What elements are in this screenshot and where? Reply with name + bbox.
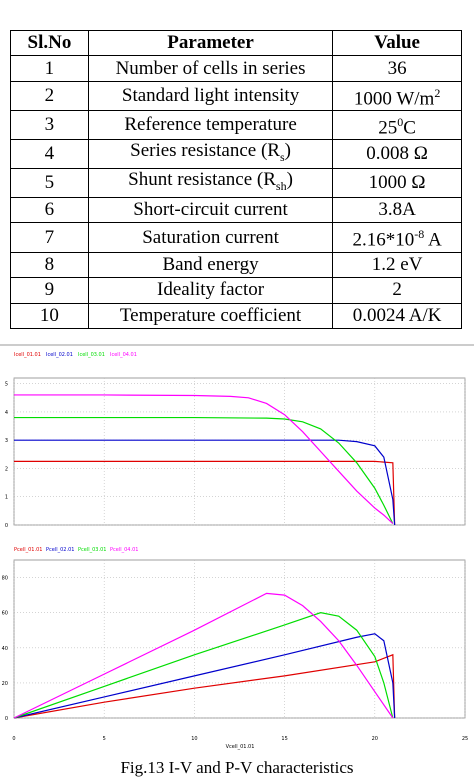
table-cell: Standard light intensity: [87, 80, 334, 112]
table-cell: 2: [10, 80, 89, 112]
x-tick-label: 10: [191, 736, 197, 742]
table-cell: 10: [10, 302, 89, 329]
text-part: -8: [414, 227, 425, 242]
legend-entry: Pcell_03.01: [78, 547, 106, 553]
table-cell: 2: [332, 277, 462, 304]
series-line: [14, 460, 396, 526]
text-part: 2.16*10: [352, 229, 415, 251]
y-tick-label: 5: [5, 382, 8, 388]
header-cell: Sl.No: [10, 29, 89, 57]
table-cell: 36: [332, 55, 462, 82]
table-row: 5 Shunt resistance (Rsh) 1000 Ω: [10, 168, 462, 199]
text-part: Shunt resistance (R: [128, 169, 276, 191]
table-row: 4 Series resistance (Rs) 0.008 Ω: [10, 139, 462, 170]
table-cell: 5: [10, 168, 89, 199]
y-tick-label: 1: [5, 495, 8, 501]
text-part: A: [424, 229, 442, 251]
table-cell: 4: [10, 139, 89, 170]
y-tick-label: 0: [5, 523, 8, 529]
table-cell: Saturation current: [87, 222, 334, 253]
table-cell: 0.008 Ω: [332, 139, 462, 170]
table-row: 6 Short-circuit current 3.8A: [10, 197, 462, 224]
series-line: [13, 612, 394, 719]
table-cell: Short-circuit current: [87, 197, 334, 224]
text-part: ): [284, 140, 291, 162]
series-line: [13, 653, 396, 719]
table-cell: 1: [10, 55, 89, 82]
legend-entry: Icell_03.01: [78, 352, 105, 358]
series-line: [14, 394, 394, 525]
table-cell: 3: [10, 110, 89, 141]
table-cell: 1.2 eV: [332, 251, 462, 279]
y-tick-label: 3: [5, 438, 8, 444]
text-part: sh: [275, 179, 287, 194]
table-cell: 8: [10, 251, 89, 279]
x-tick-label: 25: [462, 736, 468, 742]
plot-area: [13, 377, 466, 526]
table-cell: Series resistance (Rs): [87, 139, 334, 170]
x-tick-label: 0: [12, 736, 15, 742]
text-part: 25: [378, 117, 398, 139]
table-cell: Shunt resistance (Rsh): [87, 168, 334, 199]
x-tick-label: 15: [281, 736, 287, 742]
table-cell: 250C: [332, 110, 462, 141]
table-cell: 6: [10, 197, 89, 224]
table-row: 3 Reference temperature 250C: [10, 110, 462, 141]
table-row: 9 Ideality factor 2: [10, 277, 462, 304]
x-tick-label: 20: [372, 736, 378, 742]
table-row: 1 Number of cells in series 36: [10, 55, 462, 82]
text-part: Series resistance (R: [130, 140, 280, 162]
y-tick-label: 20: [2, 681, 8, 687]
legend-entry: Icell_01.01: [14, 352, 41, 358]
text-part: 0: [397, 115, 404, 130]
legend-entry: Pcell_02.01: [46, 547, 74, 553]
x-tick-label: 5: [103, 736, 106, 742]
series-line: [14, 416, 394, 524]
series-line: [14, 439, 396, 526]
y-tick-label: 40: [2, 646, 8, 652]
y-tick-label: 2: [5, 466, 8, 472]
y-tick-label: 80: [2, 576, 8, 582]
table-cell: Ideality factor: [87, 277, 334, 304]
table-cell: 1000 Ω: [332, 168, 462, 199]
table-row: 2 Standard light intensity 1000 W/m2: [10, 80, 462, 112]
header-cell: Parameter: [87, 29, 334, 57]
table-row: 7 Saturation current 2.16*10-8 A: [10, 222, 462, 253]
table-cell: Number of cells in series: [87, 55, 334, 82]
x-axis-label: Vcell_01.01: [226, 744, 255, 750]
y-tick-label: 4: [5, 410, 8, 416]
legend-entry: Icell_04.01: [110, 352, 137, 358]
legend-entry: Pcell_01.01: [14, 547, 42, 553]
series-line: [13, 592, 394, 719]
y-tick-label: 60: [2, 611, 8, 617]
legend-entry: Icell_02.01: [46, 352, 73, 358]
table-cell: Band energy: [87, 251, 334, 279]
table-row: 10 Temperature coefficient 0.0024 A/K: [10, 302, 462, 329]
table-cell: 1000 W/m2: [332, 80, 462, 112]
header-cell: Value: [332, 29, 462, 57]
table-cell: 2.16*10-8 A: [332, 222, 462, 253]
legend-entry: Pcell_04.01: [110, 547, 138, 553]
parameter-table: Sl.No Parameter Value 1 Number of cells in s…: [10, 29, 462, 329]
text-part: 1000 W/m: [353, 88, 435, 110]
table-cell: Temperature coefficient: [87, 302, 334, 329]
text-part: 2: [434, 85, 441, 100]
table-cell: Reference temperature: [87, 110, 334, 141]
text-part: s: [279, 150, 285, 165]
text-part: ): [286, 169, 293, 191]
text-part: C: [403, 117, 416, 139]
table-cell: 0.0024 A/K: [332, 302, 462, 329]
charts: Fig.13 I-V and P-V characteristics 0 1 2 3 4…: [0, 344, 474, 777]
table-row: 8 Band energy 1.2 eV: [10, 251, 462, 279]
table-cell: 7: [10, 222, 89, 253]
caption: Fig.13 I-V and P-V characteristics: [120, 758, 353, 777]
table-cell: 3.8A: [332, 197, 462, 224]
series-line: [13, 633, 396, 719]
y-tick-label: 0: [5, 716, 8, 722]
table-cell: 9: [10, 277, 89, 304]
